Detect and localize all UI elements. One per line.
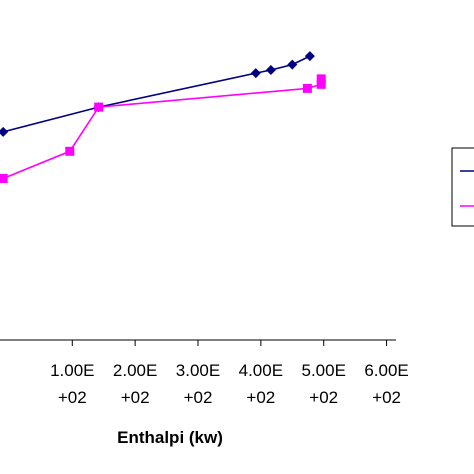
series-2-point bbox=[94, 102, 104, 112]
series-1-point bbox=[0, 126, 9, 137]
x-tick-label-exponent: +02 bbox=[121, 388, 150, 407]
series-2-point bbox=[302, 83, 312, 93]
x-tick-label: 1.00E bbox=[50, 361, 94, 380]
x-tick-label-exponent: +02 bbox=[58, 388, 87, 407]
legend bbox=[451, 147, 474, 227]
x-tick-label: 3.00E bbox=[176, 361, 220, 380]
legend-box bbox=[451, 147, 474, 227]
series-1-point bbox=[250, 68, 261, 79]
series-2-point bbox=[0, 174, 8, 183]
x-tick-label-exponent: +02 bbox=[246, 388, 275, 407]
series-lines bbox=[2, 55, 323, 180]
plot-area: 1.00E +02 2.00E +02 3.00E +02 4.00E +02 5.00E +02… bbox=[0, 51, 409, 407]
x-tick-label: 6.00E bbox=[364, 361, 408, 380]
x-ticks: 1.00E +02 2.00E +02 3.00E +02 4.00E +02 5.00E +02… bbox=[50, 340, 409, 407]
series-2-point bbox=[316, 79, 326, 89]
x-tick-label: 2.00E bbox=[113, 361, 157, 380]
series-2-point bbox=[65, 146, 75, 156]
series-markers bbox=[0, 51, 326, 183]
series-1-point bbox=[304, 51, 315, 62]
x-axis-title: Enthalpi (kw) bbox=[117, 428, 223, 447]
x-tick-label-exponent: +02 bbox=[184, 388, 213, 407]
x-tick-label-exponent: +02 bbox=[309, 388, 338, 407]
x-tick-label: 5.00E bbox=[301, 361, 345, 380]
series-1-line bbox=[2, 55, 311, 133]
series-1-point bbox=[287, 59, 298, 70]
series-1-point bbox=[265, 65, 276, 76]
x-tick-label-exponent: +02 bbox=[372, 388, 401, 407]
series-2-point bbox=[316, 74, 326, 84]
x-tick-label: 4.00E bbox=[239, 361, 283, 380]
